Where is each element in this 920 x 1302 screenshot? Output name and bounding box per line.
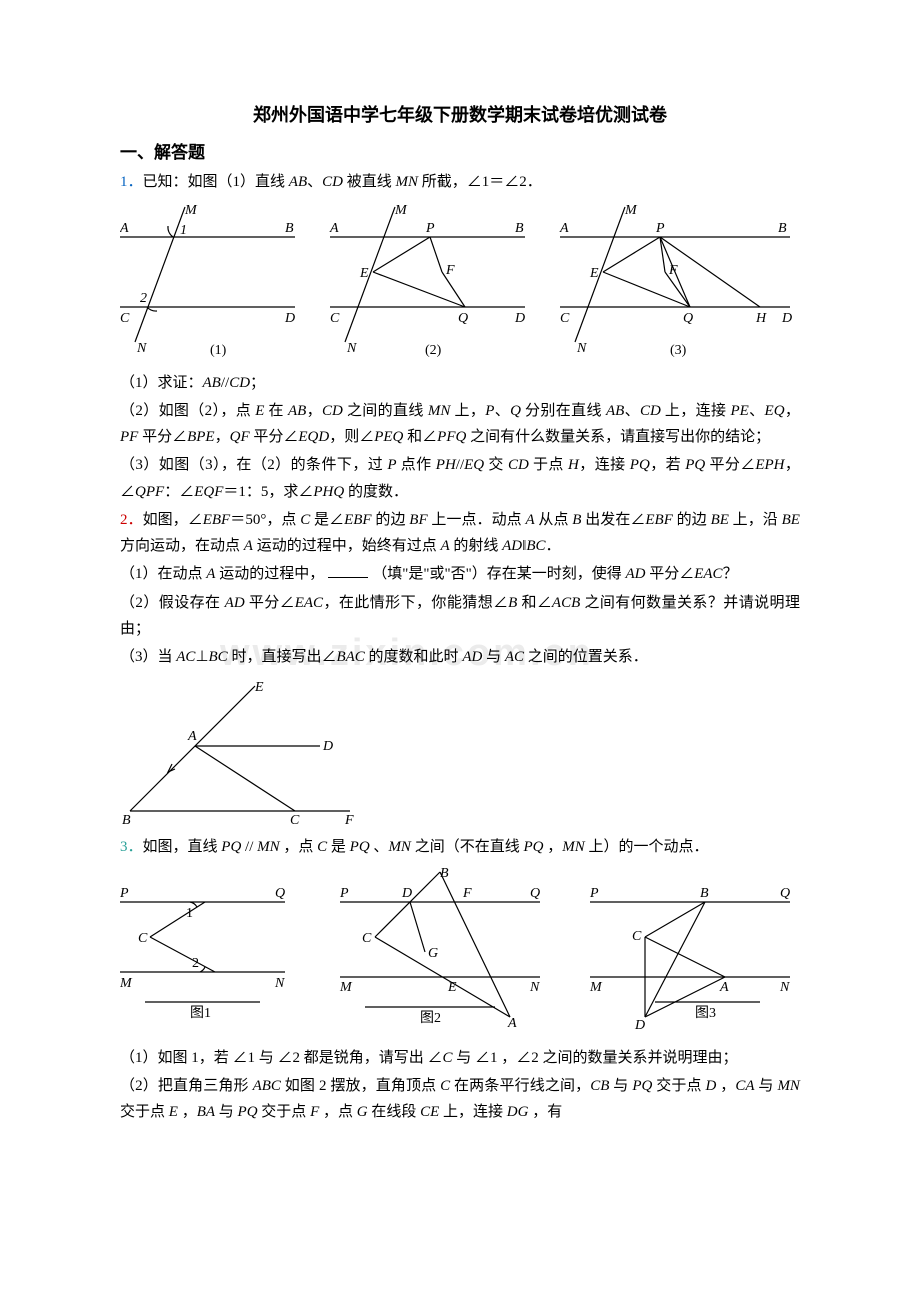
- svg-text:Q: Q: [683, 311, 693, 326]
- q2-stem: 2．如图，∠EBF＝50°，点 C 是∠EBF 的边 BF 上一点．动点 A 从…: [120, 507, 800, 560]
- svg-text:N: N: [779, 980, 790, 995]
- svg-text:D: D: [514, 311, 525, 326]
- q2-number: 2．: [120, 512, 143, 528]
- svg-text:1: 1: [186, 906, 193, 921]
- svg-text:M: M: [589, 980, 603, 995]
- svg-text:M: M: [394, 203, 408, 218]
- svg-text:E: E: [589, 266, 599, 281]
- q1-stem: 1．已知：如图（1）直线 AB、CD 被直线 MN 所截，∠1＝∠2．: [120, 169, 800, 195]
- svg-text:C: C: [632, 929, 642, 944]
- svg-text:D: D: [322, 739, 333, 754]
- q3-p2: （2）把直角三角形 ABC 如图 2 摆放，直角顶点 C 在两条平行线之间，CB…: [120, 1073, 800, 1126]
- q3-number: 3．: [120, 839, 143, 855]
- svg-text:A: A: [329, 221, 339, 236]
- svg-text:P: P: [589, 886, 599, 901]
- svg-text:C: C: [560, 311, 570, 326]
- svg-text:P: P: [120, 886, 129, 901]
- q3-stem: 3．如图，直线 PQ // MN ，点 C 是 PQ 、MN 之间（不在直线 P…: [120, 834, 800, 860]
- svg-text:F: F: [445, 263, 455, 278]
- svg-text:图3: 图3: [695, 1006, 716, 1021]
- svg-text:B: B: [440, 867, 449, 881]
- svg-text:N: N: [576, 341, 587, 356]
- svg-text:C: C: [138, 931, 148, 946]
- q1-figure: M A B 1 C D 2 N (1) M A B P E: [120, 202, 800, 362]
- svg-text:E: E: [447, 980, 457, 995]
- svg-text:A: A: [719, 980, 729, 995]
- svg-text:E: E: [359, 266, 369, 281]
- q1-p3: （3）如图（3），在（2）的条件下，过 P 点作 PH//EQ 交 CD 于点 …: [120, 452, 800, 505]
- svg-text:C: C: [290, 813, 300, 826]
- svg-text:B: B: [285, 221, 294, 236]
- svg-text:P: P: [339, 886, 349, 901]
- svg-text:(1): (1): [210, 343, 227, 358]
- q1-number: 1．: [120, 174, 143, 190]
- q2-stem-text: 如图，∠EBF＝50°，点 C 是∠EBF 的边 BF 上一点．动点 A 从点 …: [120, 512, 800, 554]
- q2-p3: （3）当 AC⊥BC 时，直接写出∠BAC 的度数和此时 AD 与 AC 之间的…: [120, 644, 800, 670]
- svg-text:图1: 图1: [190, 1006, 211, 1021]
- svg-text:2: 2: [192, 956, 199, 971]
- svg-text:M: M: [120, 976, 133, 991]
- svg-text:B: B: [122, 813, 131, 826]
- q3-figure: P Q M N C 1 2 图1 B P D F Q C G: [120, 867, 800, 1037]
- svg-text:H: H: [755, 311, 767, 326]
- svg-text:B: B: [515, 221, 524, 236]
- svg-text:D: D: [634, 1018, 645, 1033]
- q1-p1: （1）求证：AB//CD；: [120, 370, 800, 396]
- q2-p2: （2）假设存在 AD 平分∠EAC，在此情形下，你能猜想∠B 和∠ACB 之间有…: [120, 590, 800, 643]
- svg-text:F: F: [668, 263, 678, 278]
- svg-text:图2: 图2: [420, 1011, 441, 1026]
- svg-text:C: C: [120, 311, 130, 326]
- svg-text:(2): (2): [425, 343, 442, 358]
- svg-text:F: F: [344, 813, 354, 826]
- q2-figure: E A D B C F: [120, 676, 800, 826]
- svg-text:Q: Q: [530, 886, 540, 901]
- q1-p2: （2）如图（2），点 E 在 AB，CD 之间的直线 MN 上，P、Q 分别在直…: [120, 398, 800, 451]
- svg-text:D: D: [284, 311, 295, 326]
- svg-text:A: A: [187, 729, 197, 744]
- svg-text:Q: Q: [275, 886, 285, 901]
- svg-text:B: B: [778, 221, 787, 236]
- svg-text:P: P: [655, 221, 665, 236]
- section-header: 一、解答题: [120, 138, 800, 168]
- svg-text:M: M: [339, 980, 353, 995]
- svg-text:M: M: [184, 203, 198, 218]
- svg-text:C: C: [330, 311, 340, 326]
- svg-text:C: C: [362, 931, 372, 946]
- svg-text:P: P: [425, 221, 435, 236]
- svg-text:Q: Q: [780, 886, 790, 901]
- svg-text:D: D: [781, 311, 792, 326]
- svg-text:2: 2: [140, 291, 147, 306]
- svg-text:E: E: [254, 680, 264, 695]
- svg-text:A: A: [120, 221, 129, 236]
- svg-text:A: A: [507, 1016, 517, 1031]
- svg-text:1: 1: [180, 223, 187, 238]
- q3-stem-text: 如图，直线 PQ // MN ，点 C 是 PQ 、MN 之间（不在直线 PQ …: [143, 839, 709, 855]
- svg-text:N: N: [136, 341, 147, 356]
- svg-text:M: M: [624, 203, 638, 218]
- svg-text:N: N: [274, 976, 285, 991]
- svg-text:N: N: [346, 341, 357, 356]
- svg-text:Q: Q: [458, 311, 468, 326]
- svg-text:N: N: [529, 980, 540, 995]
- q2-p1: （1）在动点 A 运动的过程中，（填"是"或"否"）存在某一时刻，使得 AD 平…: [120, 561, 800, 587]
- q1-stem-text: 已知：如图（1）直线 AB、CD 被直线 MN 所截，∠1＝∠2．: [143, 174, 542, 190]
- svg-text:G: G: [428, 946, 438, 961]
- svg-text:D: D: [401, 886, 412, 901]
- svg-text:B: B: [700, 886, 709, 901]
- q3-p1: （1）如图 1，若 ∠1 与 ∠2 都是锐角，请写出 ∠C 与 ∠1 ，∠2 之…: [120, 1045, 800, 1071]
- svg-text:A: A: [559, 221, 569, 236]
- svg-text:F: F: [462, 886, 472, 901]
- page-title: 郑州外国语中学七年级下册数学期末试卷培优测试卷: [120, 100, 800, 132]
- svg-text:(3): (3): [670, 343, 687, 358]
